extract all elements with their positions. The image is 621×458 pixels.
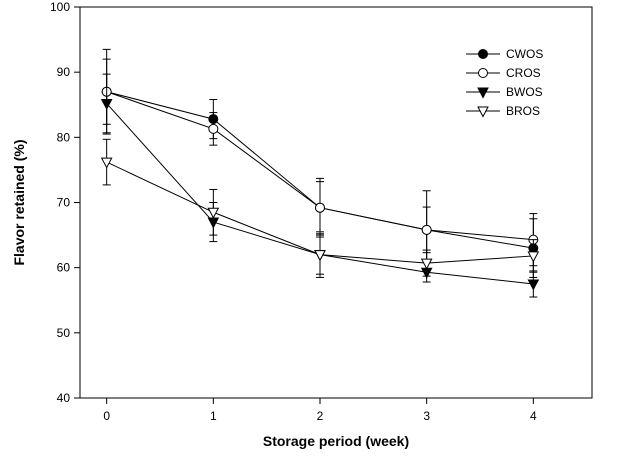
data-point [100,157,113,169]
y-axis: 40 50 60 70 80 90 100 [50,0,80,405]
legend-label: BROS [506,104,540,118]
y-tick-label: 60 [57,261,71,275]
series-layer [100,48,540,298]
data-point [527,251,540,263]
y-tick-label: 100 [50,0,70,14]
data-point [315,202,325,213]
x-tick-label: 2 [317,409,324,423]
y-tick-label: 70 [57,196,71,210]
x-tick-label: 1 [210,409,217,423]
data-point [100,98,113,111]
legend-item-bwos: BWOS [466,85,543,99]
data-point [527,279,540,291]
x-tick-label: 4 [530,409,537,423]
x-tick-label: 0 [103,409,110,423]
x-axis: 0 1 2 3 4 [103,398,537,423]
data-point [314,250,326,262]
legend-item-cros: CROS [466,66,541,80]
y-axis-title: Flavor retained (%) [11,139,27,265]
y-tick-label: 90 [57,65,71,79]
x-axis-title: Storage period (week) [263,433,409,449]
legend-marker [478,68,488,78]
data-point [207,207,220,219]
y-tick-label: 40 [57,391,71,405]
legend-item-cwos: CWOS [466,47,543,61]
legend-marker [478,49,488,59]
legend-marker [477,106,489,118]
legend: CWOS CROS BWOS BROS [466,47,543,118]
x-tick-label: 3 [423,409,430,423]
legend-label: CWOS [506,47,543,61]
series-bros [100,138,540,277]
legend-label: BWOS [506,85,543,99]
y-tick-label: 80 [57,130,71,144]
legend-item-bros: BROS [466,104,540,118]
data-point [208,123,219,134]
legend-marker [477,87,489,99]
data-point [421,224,432,235]
legend-label: CROS [506,66,541,80]
data-point [420,258,433,270]
y-tick-label: 50 [57,326,71,340]
